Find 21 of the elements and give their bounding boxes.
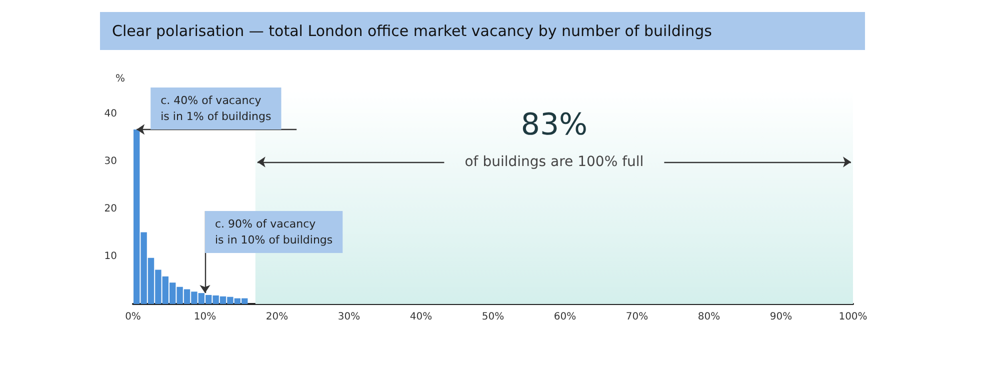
y-tick-label: 40 — [104, 108, 117, 120]
x-tick-label: 100% — [838, 312, 868, 322]
x-tick-label: 90% — [770, 312, 792, 322]
x-tick-label: 10% — [194, 312, 216, 322]
x-tick-label: 60% — [554, 312, 576, 322]
annotation: c. 90% of vacancy is in 10% of buildings — [215, 218, 333, 247]
chart-title: Clear polarisation — total London office market vacancy by number of buildings — [112, 22, 712, 40]
x-tick-label: 0% — [125, 312, 141, 322]
y-tick-label: 30 — [104, 156, 117, 167]
x-tick-label: 80% — [698, 312, 720, 322]
y-axis-title: % — [115, 74, 125, 84]
x-tick-label: 20% — [266, 312, 288, 322]
x-tick-label: 30% — [338, 312, 360, 322]
x-tick-label: 40% — [410, 312, 432, 322]
y-tick-label: 10 — [104, 250, 117, 262]
x-tick-label: 50% — [482, 312, 504, 322]
band-label: 83% — [520, 108, 588, 142]
annotation: c. 40% of vacancy is in 1% of buildings — [160, 94, 272, 123]
y-tick-label: 20 — [104, 203, 117, 214]
x-tick-label: 70% — [626, 312, 648, 322]
annotation: of buildings are 100% full — [464, 154, 644, 170]
